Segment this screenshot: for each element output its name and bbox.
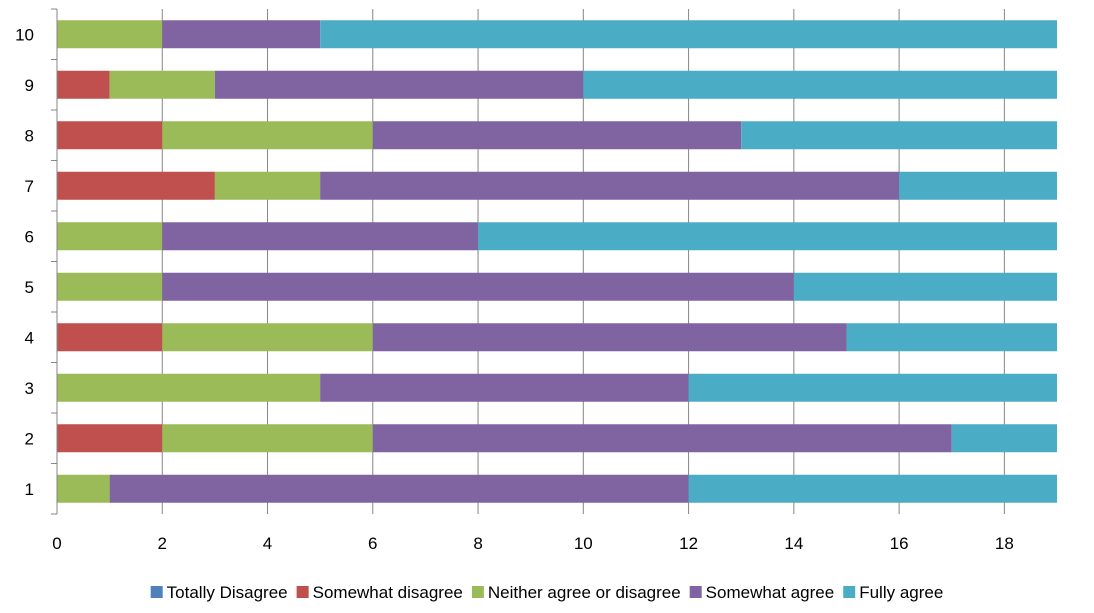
bar-segment-7-series-3 — [320, 171, 900, 200]
legend-item: Neither agree or disagree — [471, 583, 681, 602]
bar-segment-7-series-2 — [214, 171, 321, 200]
legend-swatch — [471, 586, 484, 598]
bar-segment-10-series-2 — [57, 20, 163, 49]
y-tick-label: 6 — [25, 227, 34, 246]
bar-segment-8-series-1 — [57, 121, 163, 150]
bar-segment-4-series-2 — [162, 323, 373, 352]
legend-swatch — [689, 586, 702, 598]
y-tick-label: 8 — [25, 126, 34, 145]
bars — [57, 20, 1058, 503]
legend-swatch — [843, 586, 856, 598]
legend-label: Somewhat disagree — [313, 583, 463, 602]
x-tick-label: 18 — [995, 534, 1014, 553]
bar-segment-5-series-3 — [162, 272, 794, 301]
bar-segment-7-series-1 — [57, 171, 215, 200]
legend-label: Fully agree — [859, 583, 943, 602]
bar-segment-2-series-4 — [951, 424, 1057, 453]
y-tick-label: 7 — [25, 177, 34, 196]
bar-segment-5-series-4 — [793, 272, 1057, 301]
x-tick-label: 10 — [574, 534, 593, 553]
legend-swatch — [296, 586, 309, 598]
bar-segment-9-series-4 — [583, 70, 1057, 99]
y-tick-label: 5 — [25, 278, 34, 297]
legend-item: Totally Disagree — [150, 583, 288, 602]
y-tick-label: 2 — [25, 429, 34, 448]
y-tick-label: 10 — [15, 25, 34, 44]
bar-segment-2-series-1 — [57, 424, 163, 453]
y-tick-label: 4 — [25, 328, 34, 347]
y-tick-label: 1 — [25, 480, 34, 499]
bar-segment-3-series-3 — [320, 373, 689, 402]
legend-label: Somewhat agree — [706, 583, 835, 602]
bar-segment-7-series-4 — [899, 171, 1057, 200]
legend: Totally Disagree Somewhat disagree Neither… — [150, 583, 943, 602]
bar-segment-4-series-4 — [846, 323, 1057, 352]
bar-segment-5-series-2 — [57, 272, 163, 301]
legend-item: Somewhat agree — [689, 583, 835, 602]
bar-segment-1-series-3 — [109, 474, 689, 503]
bar-segment-2-series-2 — [162, 424, 373, 453]
x-tick-label: 16 — [890, 534, 909, 553]
x-tick-label: 6 — [368, 534, 377, 553]
bar-segment-2-series-3 — [372, 424, 952, 453]
bar-segment-6-series-2 — [57, 222, 163, 251]
legend-swatch — [150, 586, 163, 598]
y-tick-label: 3 — [25, 379, 34, 398]
x-tick-label: 4 — [263, 534, 272, 553]
bar-segment-10-series-3 — [162, 20, 321, 49]
bar-segment-1-series-4 — [688, 474, 1057, 503]
bar-segment-8-series-4 — [741, 121, 1057, 150]
bar-segment-6-series-3 — [162, 222, 479, 251]
x-tick-label: 0 — [52, 534, 61, 553]
legend-item: Somewhat disagree — [296, 583, 463, 602]
bar-segment-9-series-3 — [214, 70, 584, 99]
bar-segment-8-series-2 — [162, 121, 373, 150]
bar-segment-3-series-4 — [688, 373, 1057, 402]
legend-item: Fully agree — [843, 583, 943, 602]
x-tick-label: 8 — [473, 534, 482, 553]
bar-segment-10-series-4 — [320, 20, 1057, 49]
bar-segment-6-series-4 — [478, 222, 1058, 251]
legend-label: Totally Disagree — [167, 583, 288, 602]
bar-segment-1-series-2 — [57, 474, 110, 503]
bar-segment-4-series-3 — [372, 323, 847, 352]
bar-segment-9-series-2 — [109, 70, 215, 99]
x-tick-label: 2 — [158, 534, 167, 553]
bar-segment-4-series-1 — [57, 323, 163, 352]
x-tick-label: 14 — [784, 534, 803, 553]
legend-label: Neither agree or disagree — [488, 583, 681, 602]
y-tick-label: 9 — [25, 76, 34, 95]
x-tick-label: 12 — [679, 534, 698, 553]
bar-segment-3-series-2 — [57, 373, 321, 402]
bar-segment-8-series-3 — [372, 121, 742, 150]
bar-segment-9-series-1 — [57, 70, 110, 99]
